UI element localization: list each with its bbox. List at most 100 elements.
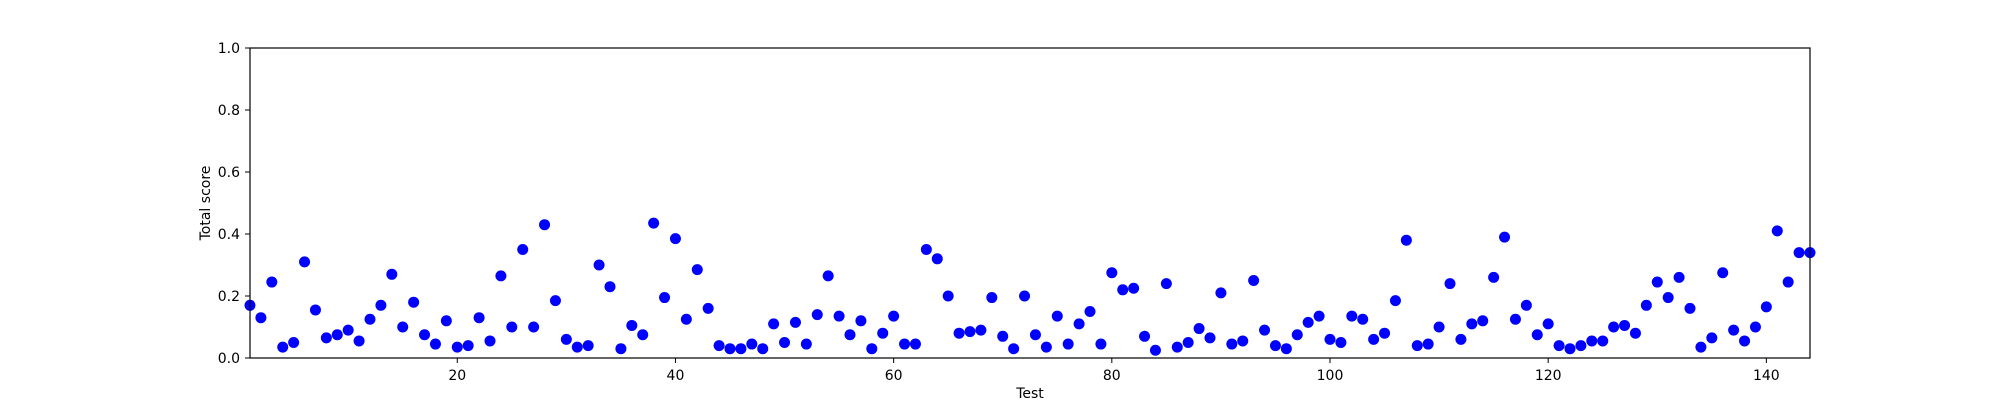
data-point (691, 264, 703, 276)
data-point (1695, 341, 1707, 353)
data-point (866, 343, 878, 355)
data-point (451, 341, 463, 353)
data-point (1106, 267, 1118, 279)
data-point (288, 337, 300, 348)
data-point (833, 310, 845, 322)
data-point (724, 343, 736, 355)
y-axis-ticks: 0.0 0.2 0.4 0.6 0.8 1.0 (218, 41, 250, 367)
data-point (1324, 333, 1336, 345)
data-point (353, 335, 365, 347)
data-point (1629, 327, 1641, 339)
data-point (375, 299, 387, 311)
data-point (1509, 313, 1521, 325)
data-point (1706, 332, 1718, 344)
data-point (1008, 343, 1020, 355)
data-point (1520, 299, 1532, 311)
data-point (1575, 340, 1587, 352)
data-point (1433, 321, 1445, 333)
data-point (1368, 333, 1380, 345)
data-point (462, 340, 474, 352)
data-point (713, 340, 725, 352)
data-point (1597, 335, 1609, 347)
data-point (1335, 337, 1347, 348)
data-point (1095, 338, 1107, 350)
data-point (659, 292, 671, 304)
data-point (517, 244, 529, 255)
data-point (1782, 276, 1794, 288)
data-point (626, 319, 638, 331)
data-point (582, 340, 594, 352)
data-point (975, 324, 987, 336)
data-point (1259, 324, 1271, 336)
data-point (746, 338, 758, 350)
data-point (1662, 292, 1674, 304)
data-point (1291, 329, 1303, 341)
data-point (266, 276, 278, 288)
data-point (1488, 271, 1500, 283)
data-point (909, 338, 921, 350)
data-point (549, 295, 561, 307)
data-point (680, 313, 692, 325)
data-point (964, 326, 976, 338)
data-point (1313, 310, 1325, 322)
data-point (1531, 329, 1543, 341)
data-point (986, 292, 998, 304)
data-point (1062, 338, 1074, 350)
data-point (997, 330, 1009, 342)
data-point (1793, 247, 1805, 259)
data-point (768, 318, 780, 330)
data-point (255, 312, 267, 324)
data-point (757, 343, 769, 355)
data-point (309, 304, 321, 316)
data-point (386, 268, 398, 280)
data-point (1684, 302, 1696, 314)
data-point (419, 329, 431, 341)
data-point (1084, 306, 1096, 317)
data-point (1149, 344, 1161, 356)
data-point (1477, 315, 1489, 327)
data-point (953, 327, 965, 339)
data-point (779, 337, 791, 348)
data-point (1346, 310, 1358, 322)
data-point (1226, 338, 1238, 350)
data-point (669, 233, 681, 245)
data-point (920, 244, 932, 255)
x-tick-label: 60 (885, 368, 903, 384)
data-point (1019, 290, 1031, 302)
data-point (1455, 333, 1467, 345)
data-points (244, 217, 1816, 356)
data-point (539, 219, 551, 231)
x-tick-label: 140 (1753, 368, 1780, 384)
data-point (942, 290, 954, 302)
data-point (789, 316, 801, 328)
data-point (855, 315, 867, 327)
y-tick-label: 1.0 (218, 41, 240, 57)
data-point (615, 343, 627, 355)
data-point (299, 256, 311, 268)
data-point (1651, 276, 1663, 288)
data-point (1357, 313, 1369, 325)
x-tick-label: 20 (448, 368, 466, 384)
data-point (1215, 287, 1227, 299)
data-point (1389, 295, 1401, 307)
plot-area-frame (249, 47, 1811, 359)
y-axis-label: Total score (198, 166, 214, 242)
data-point (1564, 343, 1576, 355)
data-point (1204, 332, 1216, 344)
data-point (1248, 275, 1260, 286)
data-point (364, 313, 376, 325)
y-tick-label: 0.6 (218, 165, 240, 181)
data-point (811, 309, 823, 321)
data-point (528, 321, 540, 333)
data-point (320, 332, 332, 344)
data-point (1640, 299, 1652, 311)
y-tick-label: 0.8 (218, 103, 240, 119)
data-point (1139, 330, 1151, 342)
data-point (506, 321, 518, 333)
data-point (1728, 324, 1740, 336)
y-tick-label: 0.2 (218, 289, 240, 305)
data-point (593, 259, 605, 271)
data-point (877, 327, 889, 339)
data-point (1749, 321, 1761, 333)
